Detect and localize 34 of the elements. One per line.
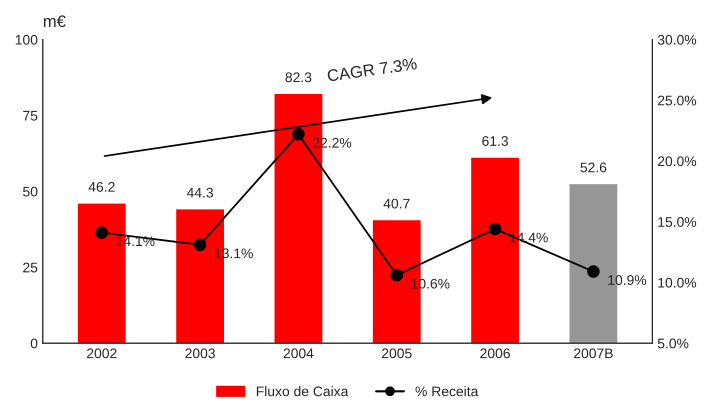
x-tick-label: 2004 [284, 348, 314, 358]
point [488, 222, 502, 236]
point [587, 265, 600, 278]
y2-tick-label: 20.0% [658, 156, 696, 166]
data-label: 52.6 [580, 162, 606, 172]
y2-tick-label: 5.0% [658, 338, 688, 348]
data-label: 46.2 [88, 182, 115, 192]
y-tick-label: 100 [16, 34, 38, 45]
x-tick-label: 2003 [185, 348, 215, 358]
y2-tick-label: 25.0% [658, 96, 696, 106]
point [292, 128, 305, 141]
x-tick-label: 2006 [480, 348, 510, 358]
x-tick-label: 2007B [574, 348, 613, 358]
legend-label: % Receita [416, 386, 478, 396]
data-label: 44.3 [186, 188, 214, 198]
data-label: 61.3 [482, 136, 508, 146]
x-tick-label: 2005 [382, 348, 412, 358]
y-tick-label: 0 [30, 338, 38, 348]
annotation: CAGR 7.3% [327, 58, 418, 82]
y2-tick-label: 10.0% [658, 278, 696, 288]
point [390, 268, 403, 282]
legend-label: Fluxo de Caixa [256, 386, 348, 396]
y-axis-title: m€ [44, 15, 66, 28]
point [194, 238, 206, 252]
y-tick-label: 75 [23, 110, 38, 121]
y-tick-label: 50 [23, 186, 38, 197]
data-label: 40.7 [384, 198, 410, 209]
data-label: 82.3 [286, 72, 312, 82]
data-label: 10.9% [608, 275, 646, 285]
x-tick-label: 2002 [87, 348, 117, 358]
point [96, 226, 108, 239]
y2-tick-label: 30.0% [658, 34, 696, 45]
y-tick-label: 25 [23, 262, 38, 272]
y2-tick-label: 15.0% [658, 217, 696, 227]
